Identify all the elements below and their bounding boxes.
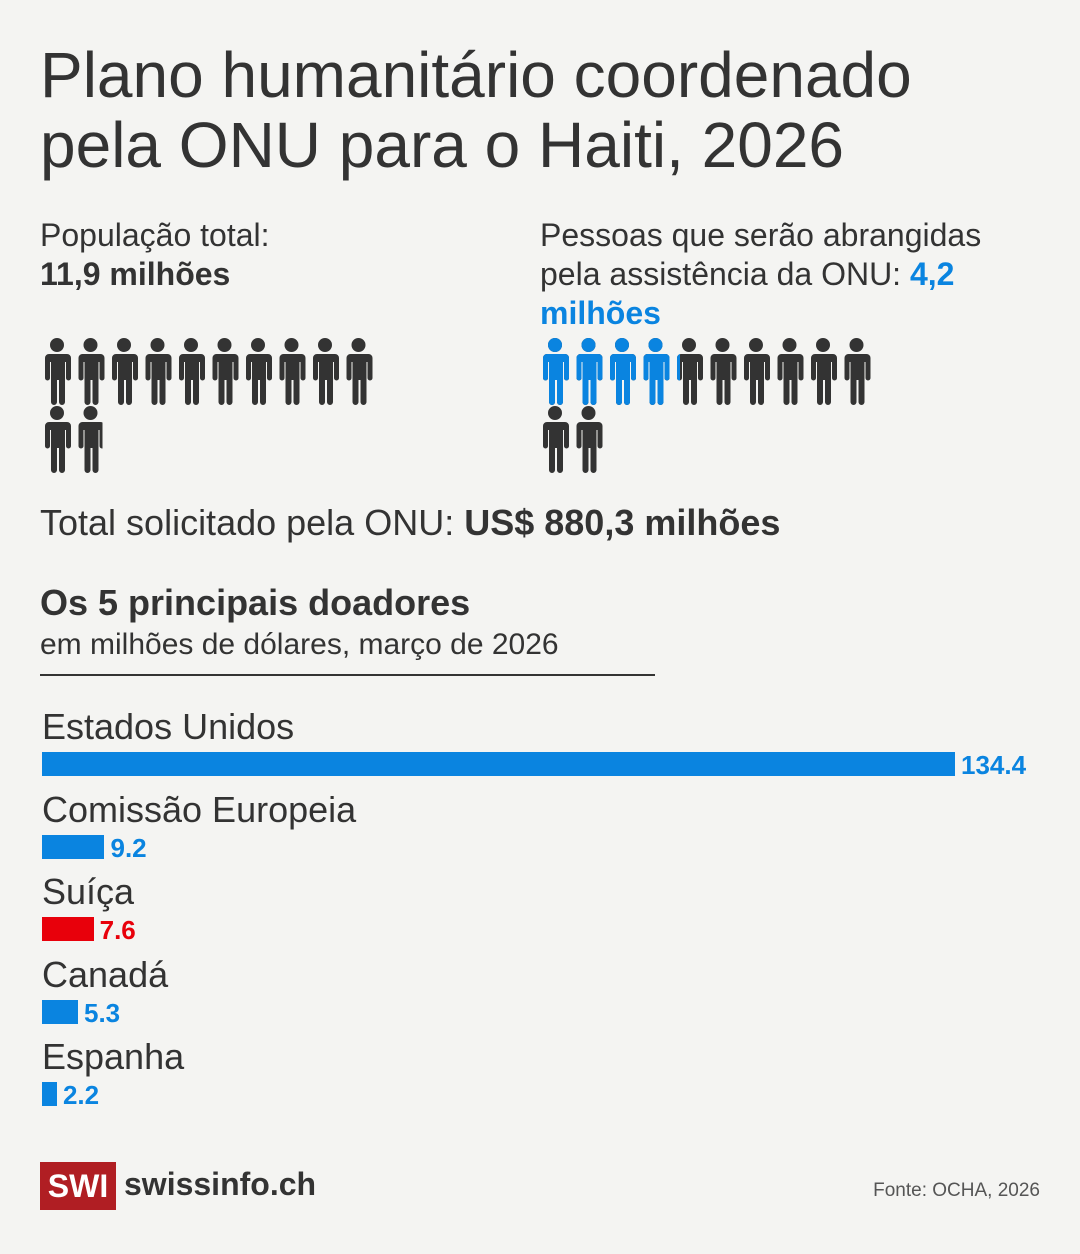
page-title: Plano humanitário coordenado pela ONU par… [40, 40, 1050, 180]
person-icon [45, 338, 71, 405]
person-icon [179, 338, 205, 405]
bar-category-label: Suíça [42, 871, 135, 912]
person-icon [145, 338, 172, 405]
person-icon [643, 338, 670, 405]
person-icon [543, 338, 569, 405]
person-icon [112, 338, 138, 405]
bar-value-label: 9.2 [110, 832, 147, 863]
person-icon [78, 406, 103, 473]
person-icon [543, 406, 569, 473]
title-line-1: Plano humanitário coordenado [40, 39, 912, 111]
person-icon [246, 338, 272, 405]
bar-value-label: 7.6 [99, 915, 136, 945]
total-label: Total solicitado pela ONU: [40, 502, 455, 543]
population-stat: População total: 11,9 milhões [40, 216, 270, 294]
bar [42, 1082, 57, 1106]
reach-label: Pessoas que serão abrangidas pela assist… [540, 217, 982, 292]
person-icon [610, 338, 636, 405]
bar-category-label: Espanha [42, 1036, 185, 1077]
bar [42, 999, 78, 1024]
person-icon [744, 338, 770, 405]
divider [40, 674, 655, 676]
total-requested: Total solicitado pela ONU: US$ 880,3 mil… [40, 502, 780, 544]
bar [42, 917, 94, 941]
total-value: US$ 880,3 milhões [464, 502, 781, 543]
population-label: População total: [40, 217, 270, 253]
person-icon [677, 338, 703, 405]
person-icon [212, 338, 239, 405]
person-icon [710, 338, 737, 405]
title-line-2: pela ONU para o Haiti, 2026 [40, 109, 844, 181]
person-icon [777, 338, 804, 405]
person-icon [576, 406, 603, 473]
bar-value-label: 5.3 [84, 997, 121, 1028]
person-icon [576, 338, 603, 405]
person-icon [313, 338, 339, 405]
person-icon [45, 406, 71, 473]
source-note: Fonte: OCHA, 2026 [873, 1180, 1040, 1201]
reach-stat: Pessoas que serão abrangidas pela assist… [540, 216, 1040, 333]
bar-category-label: Comissão Europeia [42, 788, 357, 830]
bar-category-label: Canadá [42, 953, 169, 995]
reach-person-icons [543, 338, 871, 473]
person-icon [844, 338, 871, 405]
person-icon [346, 338, 373, 405]
bar-value-label: 2.2 [62, 1080, 100, 1110]
swi-logo: SWI [40, 1162, 116, 1210]
bar-category-label: Estados Unidos [42, 706, 295, 747]
chart-title: Os 5 principais doadores [40, 582, 471, 623]
reach-value: 4,2 milhões [540, 256, 955, 331]
chart-subtitle: em milhões de dólares, março de 2026 [40, 628, 559, 661]
person-icon [279, 338, 306, 405]
person-icon [811, 338, 837, 405]
site-name: swissinfo.ch [124, 1166, 317, 1202]
population-value: 11,9 milhões [40, 256, 231, 292]
bar-value-label: 134.4 [961, 750, 1027, 780]
bar [42, 752, 955, 776]
bar [42, 834, 105, 859]
person-icon [78, 338, 105, 405]
population-person-icons [45, 338, 373, 473]
